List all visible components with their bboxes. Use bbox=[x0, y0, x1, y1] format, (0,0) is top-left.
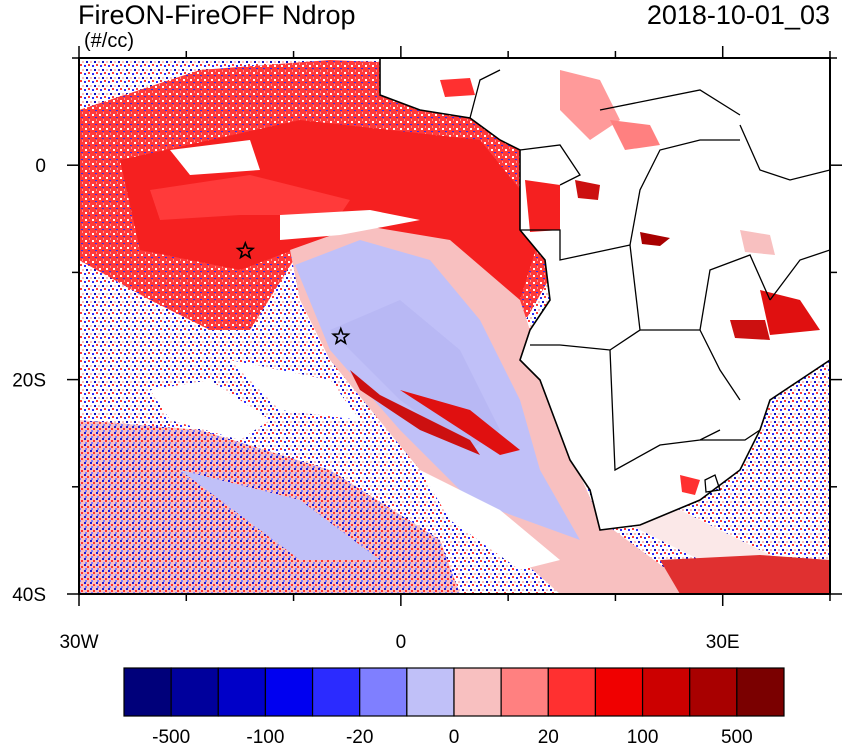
colorbar-swatch bbox=[594, 667, 644, 717]
colorbar-label: 20 bbox=[537, 727, 559, 748]
map-title: FireON-FireOFF Ndrop bbox=[78, 0, 356, 30]
colorbar-swatch bbox=[311, 667, 361, 717]
y-tick-label: 0 bbox=[35, 156, 46, 177]
colorbar-label: 500 bbox=[720, 727, 753, 748]
colorbar-label: 100 bbox=[626, 727, 659, 748]
colorbar-swatch bbox=[406, 667, 455, 717]
land-mass bbox=[379, 58, 830, 531]
plot-frame bbox=[78, 57, 831, 595]
timestamp: 2018-10-01_03 bbox=[646, 0, 830, 30]
star-marker bbox=[331, 326, 351, 346]
x-tick-label: 30E bbox=[706, 632, 740, 653]
location-markers bbox=[235, 240, 351, 346]
x-tick-label: 30W bbox=[59, 632, 98, 653]
colorbar-swatch bbox=[217, 667, 267, 717]
colorbar-swatch bbox=[736, 667, 785, 717]
colorbar-swatch bbox=[500, 667, 549, 717]
colorbar-label: -20 bbox=[345, 727, 374, 748]
colorbar-swatch bbox=[359, 667, 408, 717]
colorbar-swatch bbox=[547, 667, 597, 717]
colorbar-swatch bbox=[689, 667, 738, 717]
colorbar-swatch bbox=[170, 667, 219, 717]
colorbar-swatch bbox=[264, 667, 314, 717]
colorbar-swatch bbox=[453, 667, 502, 717]
colorbar-label: -100 bbox=[246, 727, 285, 748]
colorbar-label: -500 bbox=[152, 727, 191, 748]
colorbar-swatch bbox=[123, 667, 172, 717]
x-tick-label: 0 bbox=[396, 632, 407, 653]
colorbar-swatch bbox=[641, 667, 691, 717]
axis-tick-labels: 30W 0 30E 0 20S 40S bbox=[12, 156, 739, 653]
units-label: (#/cc) bbox=[84, 30, 134, 52]
axis-ticks bbox=[67, 46, 842, 606]
star-marker bbox=[235, 240, 256, 260]
y-tick-label: 40S bbox=[12, 585, 46, 606]
colorbar bbox=[123, 667, 785, 717]
y-tick-label: 20S bbox=[12, 371, 46, 392]
colorbar-label: 0 bbox=[448, 727, 460, 748]
